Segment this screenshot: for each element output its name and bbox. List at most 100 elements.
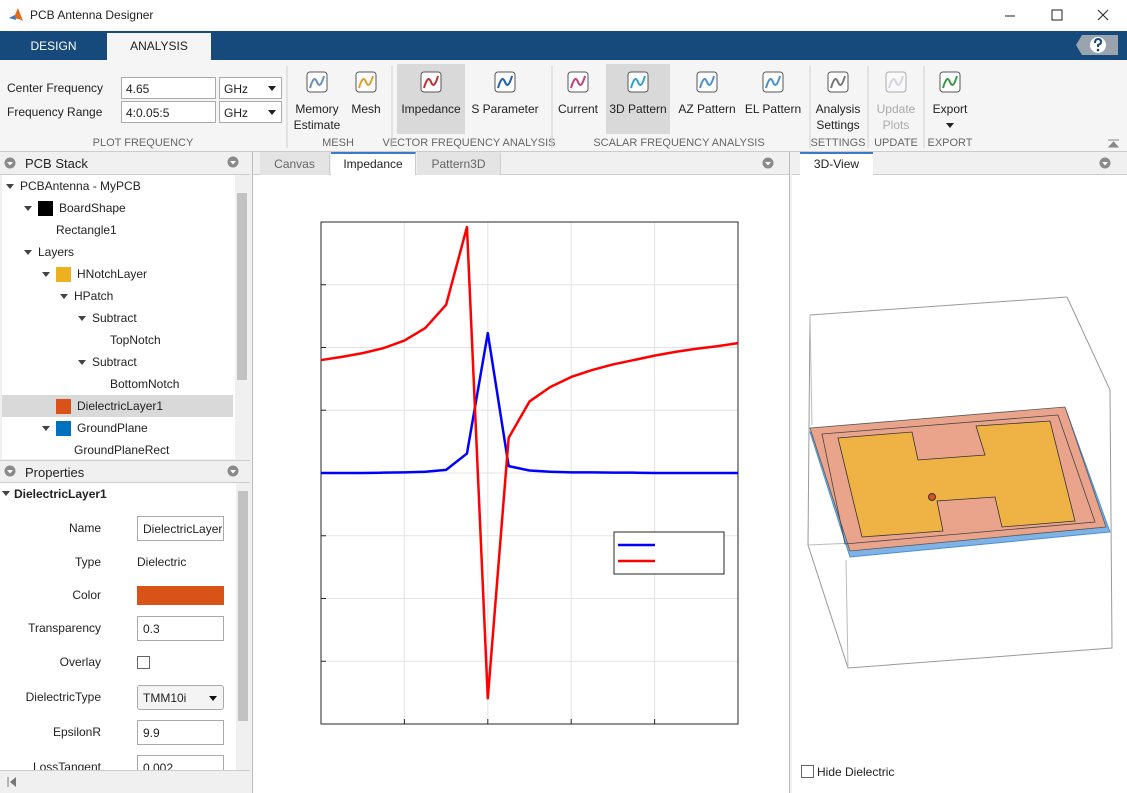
triangle (268, 110, 276, 115)
data-line (321, 331, 738, 475)
toolbar-button[interactable]: Current (552, 64, 604, 134)
tree-label: BoardShape (59, 201, 126, 215)
title-bar: PCB Antenna Designer (0, 0, 1127, 31)
scroll-thumb[interactable] (237, 193, 247, 380)
panel-menu-icon (1099, 157, 1111, 169)
expander-icon (78, 316, 86, 321)
text-field[interactable]: 4:0.05:5 (121, 101, 216, 123)
tree-label: Subtract (92, 355, 137, 369)
toolbar-button[interactable]: Impedance (397, 64, 465, 134)
checkbox[interactable] (801, 765, 814, 778)
button-label: Update Plots (876, 102, 916, 132)
triangle (268, 86, 276, 91)
triangle (78, 360, 86, 365)
panel-menu-icon (227, 465, 239, 477)
triangle (24, 250, 32, 255)
tree-row[interactable]: Layers (2, 241, 233, 263)
expander-icon (2, 491, 10, 496)
view-tab[interactable]: 3D-View (800, 152, 873, 175)
dropdown[interactable]: GHz (219, 101, 282, 123)
property-label: Color (72, 588, 101, 602)
triangle (6, 184, 14, 189)
tree-row[interactable]: BoardShape (2, 197, 233, 219)
toolbar-button[interactable]: EL Pattern (740, 64, 806, 134)
panel-header: PCB Stack (0, 152, 250, 175)
toolbar-button[interactable]: AZ Pattern (674, 64, 740, 134)
checkbox[interactable] (137, 656, 150, 669)
tree-label: GroundPlane (77, 421, 148, 435)
icon-arrow (7, 470, 13, 474)
expander-icon (78, 360, 86, 365)
panel-title: PCB Stack (25, 156, 88, 171)
color-swatch (56, 399, 71, 414)
tree: PCBAntenna - MyPCB BoardShape Rectangle1 La… (2, 175, 235, 459)
tree-row[interactable]: BottomNotch (2, 373, 233, 395)
button-icon (627, 71, 649, 93)
icon-glyph (570, 75, 586, 89)
expander-icon (42, 272, 50, 277)
help-button[interactable] (1074, 33, 1120, 57)
button-label: Impedance (401, 102, 461, 116)
tree-label: Subtract (92, 311, 137, 325)
tree-row[interactable]: GroundPlane (2, 417, 233, 439)
expander-icon (268, 86, 276, 91)
toolbar-button[interactable]: Export (927, 64, 973, 134)
panel-menu-icon (4, 157, 16, 169)
triangle (42, 426, 50, 431)
toolbar-button[interactable]: 3D Pattern (606, 64, 670, 134)
toolbar-button[interactable]: Memory Estimate (289, 64, 345, 134)
axis-box (809, 296, 1068, 316)
collapse-ribbon (1107, 139, 1120, 148)
scroll-thumb[interactable] (238, 491, 248, 721)
expander-icon (268, 110, 276, 115)
triangle (209, 696, 217, 701)
document-tab[interactable]: Canvas (260, 152, 330, 175)
tree-row[interactable]: PCBAntenna - MyPCB (2, 175, 233, 197)
icon-glyph (497, 75, 513, 89)
toolbar-button[interactable]: S Parameter (469, 64, 541, 134)
tree-row[interactable]: Subtract (2, 351, 233, 373)
property-section: DielectricLayer1 (14, 487, 107, 501)
icon-arrow (1102, 162, 1108, 166)
tree-row[interactable]: DielectricLayer1 (2, 395, 233, 417)
property-input[interactable]: 9.9 (137, 720, 224, 745)
toolbar-button[interactable]: Analysis Settings (809, 64, 867, 134)
tree-row[interactable]: Rectangle1 (2, 219, 233, 241)
document-tab[interactable]: Impedance (331, 152, 416, 175)
tree-row[interactable]: Subtract (2, 307, 233, 329)
button-icon (306, 71, 328, 93)
button-icon (762, 71, 784, 93)
property-input[interactable]: 0.3 (137, 616, 224, 641)
expander-icon (6, 184, 14, 189)
collapse-icon[interactable] (6, 776, 18, 788)
color-picker[interactable] (137, 586, 224, 605)
property-value: Dielectric (137, 555, 187, 569)
text-field[interactable]: 4.65 (121, 77, 216, 99)
ribbon-tab[interactable]: ANALYSIS (107, 33, 211, 60)
tree-row[interactable]: HNotchLayer (2, 263, 233, 285)
property-input[interactable]: 0.002 (137, 755, 224, 770)
panel-menu-icon (4, 465, 16, 477)
icon-glyph (888, 75, 904, 89)
expander-icon (60, 294, 68, 299)
scene (807, 296, 1113, 669)
window-controls[interactable] (995, 0, 1127, 31)
section-label: SCALAR FREQUENCY ANALYSIS (593, 137, 765, 149)
property-label: EpsilonR (52, 725, 101, 739)
color-swatch (56, 267, 71, 282)
icon-arrow (230, 470, 236, 474)
scrollbar[interactable] (235, 175, 249, 459)
property-input[interactable]: DielectricLayer1 (137, 516, 224, 541)
toolbar-button[interactable]: Mesh (344, 64, 388, 134)
property-dropdown[interactable]: TMM10i (137, 685, 224, 710)
ribbon-tab[interactable]: DESIGN (30, 39, 77, 53)
property-label: Transparency (28, 621, 101, 635)
dropdown[interactable]: GHz (219, 77, 282, 99)
expander-icon (42, 426, 50, 431)
tree-row[interactable]: HPatch (2, 285, 233, 307)
document-tab[interactable]: Pattern3D (417, 152, 501, 175)
scrollbar[interactable] (236, 483, 250, 770)
icon-arrow (765, 162, 771, 166)
tree-row[interactable]: TopNotch (2, 329, 233, 351)
tree-row[interactable]: GroundPlaneRect (2, 439, 233, 459)
